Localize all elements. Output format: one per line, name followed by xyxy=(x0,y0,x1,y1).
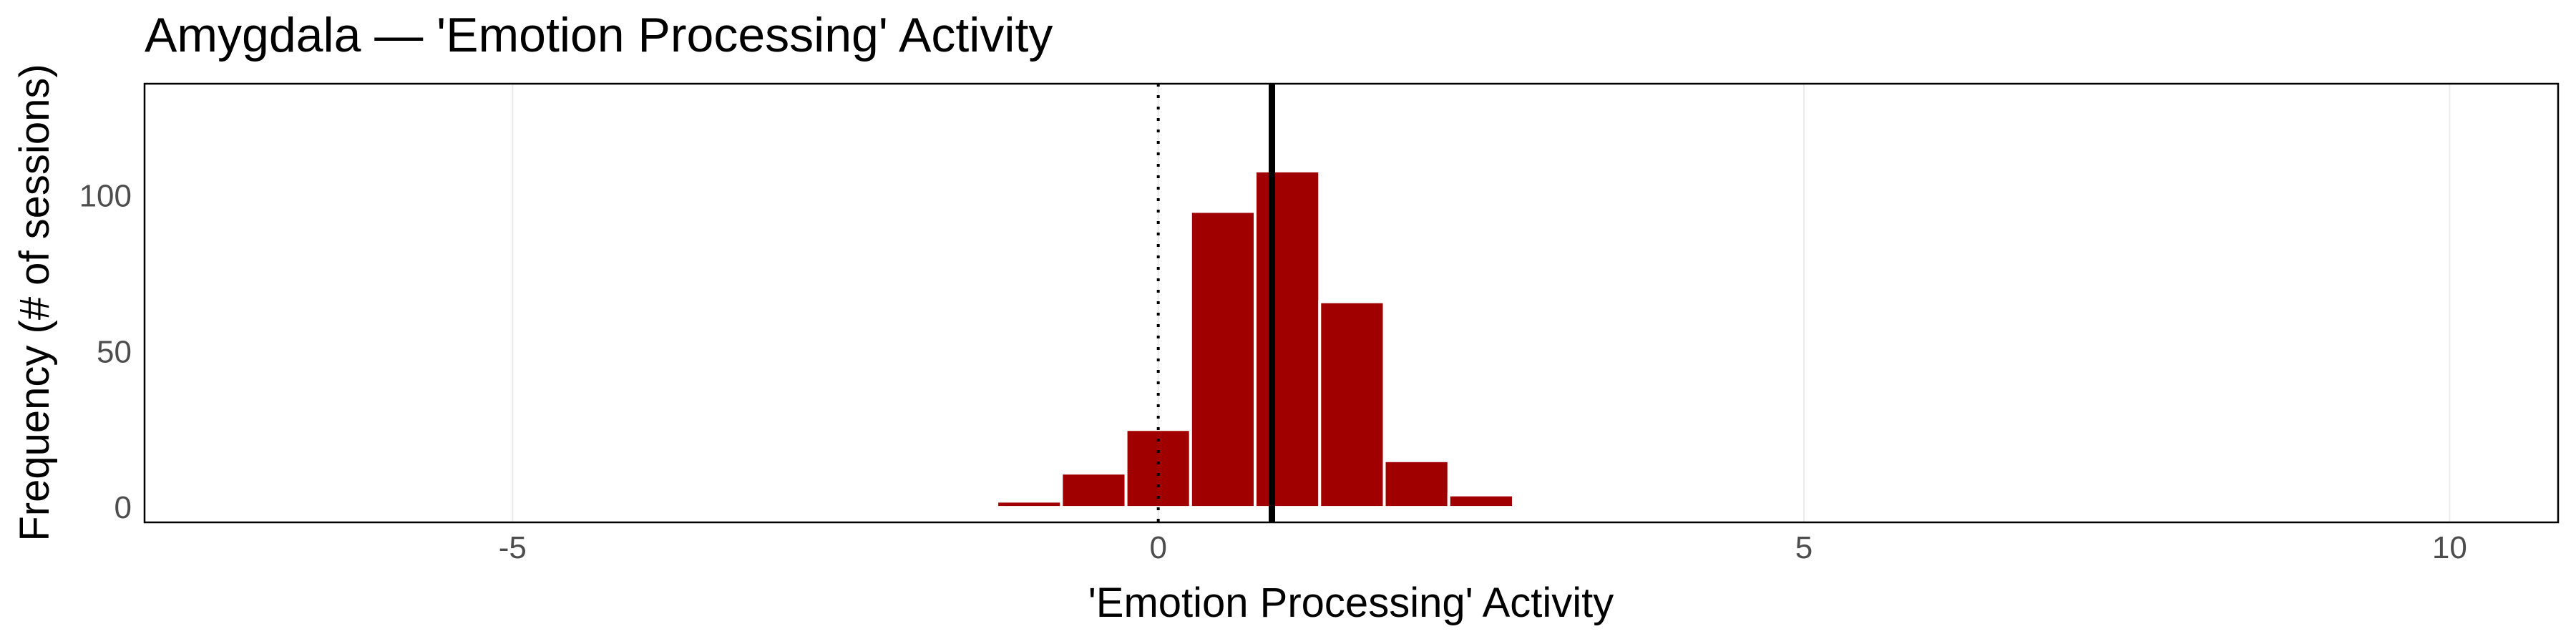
y-tick-label: 0 xyxy=(114,490,132,525)
histogram-bar xyxy=(1124,428,1192,509)
x-tick-label: 5 xyxy=(1795,530,1813,565)
histogram-bar xyxy=(995,499,1063,509)
histogram-bar xyxy=(1382,459,1450,509)
gridlines xyxy=(512,84,2451,522)
histogram-bar xyxy=(1189,210,1257,509)
x-tick-label: -5 xyxy=(499,530,527,565)
y-axis-ticks: 0 50 100 xyxy=(79,179,132,525)
x-tick-label: 0 xyxy=(1149,530,1166,565)
chart-title: Amygdala — 'Emotion Processing' Activity xyxy=(145,8,1053,62)
y-tick-label: 100 xyxy=(79,179,132,214)
bars xyxy=(995,169,1515,509)
y-axis-label: Frequency (# of sessions) xyxy=(11,64,58,541)
x-axis-label: 'Emotion Processing' Activity xyxy=(1088,580,1614,626)
y-tick-label: 50 xyxy=(97,334,132,369)
histogram-bar xyxy=(1447,493,1515,509)
plot-panel-border xyxy=(143,82,2560,524)
histogram-bar xyxy=(1318,300,1386,509)
histogram-bar xyxy=(1254,169,1322,509)
reference-lines xyxy=(1156,84,1276,522)
x-tick-label: 10 xyxy=(2432,530,2467,565)
histogram-bar xyxy=(1060,472,1128,509)
x-axis-ticks: -5 0 5 10 xyxy=(499,530,2467,565)
